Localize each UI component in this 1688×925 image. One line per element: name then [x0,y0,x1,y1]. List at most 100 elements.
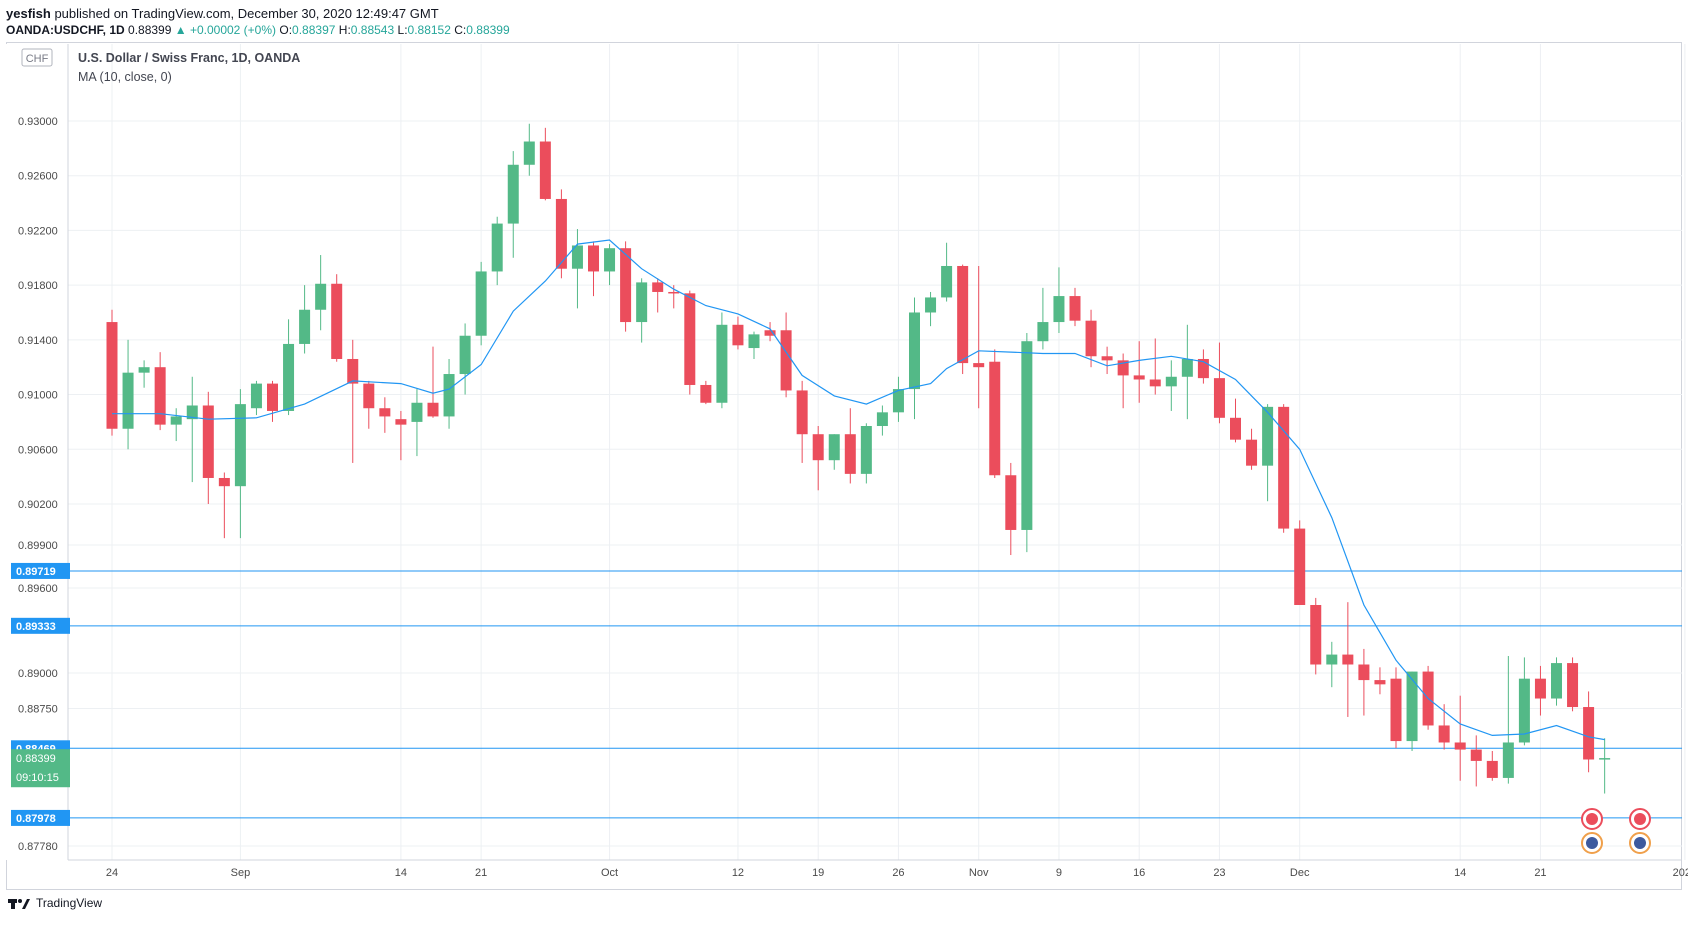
candle[interactable] [411,389,423,457]
candle[interactable] [1518,657,1530,746]
candle[interactable] [1101,346,1113,375]
candle[interactable] [1230,398,1241,443]
candle[interactable] [1374,667,1386,695]
candle[interactable] [684,290,696,395]
candle[interactable] [796,380,808,463]
candle[interactable] [1310,597,1322,675]
candle-body [315,283,327,310]
candle[interactable] [218,472,230,539]
candle[interactable] [106,309,118,436]
candle[interactable] [925,291,937,327]
candle[interactable] [1502,656,1514,784]
indicator-label[interactable]: MA (10, close, 0) [78,70,172,84]
candle[interactable] [539,127,551,201]
candle[interactable] [234,389,246,539]
candle[interactable] [491,216,503,286]
candle[interactable] [1197,349,1209,384]
candle[interactable] [1406,671,1418,751]
candle[interactable] [1390,667,1402,749]
candle[interactable] [941,242,953,302]
candle-body [732,324,744,346]
candle[interactable] [780,312,792,398]
candle[interactable] [283,319,295,416]
candle[interactable] [1567,657,1579,712]
candle[interactable] [299,285,311,354]
candle[interactable] [1005,462,1017,556]
candle[interactable] [1149,338,1161,395]
candle[interactable] [363,380,375,429]
candle[interactable] [1133,341,1145,403]
candle[interactable] [331,274,343,362]
candle[interactable] [652,278,664,313]
candle[interactable] [620,241,632,332]
event-flags[interactable] [1581,808,1651,854]
candle[interactable] [267,380,278,422]
candle[interactable] [122,339,134,450]
candle[interactable] [748,331,760,359]
candle[interactable] [443,358,455,429]
candle[interactable] [186,376,198,483]
candle[interactable] [588,241,599,297]
candle[interactable] [170,408,182,442]
candle[interactable] [1246,428,1258,470]
candle[interactable] [764,322,776,342]
candle[interactable] [250,380,262,416]
candle[interactable] [507,151,519,258]
candle[interactable] [1069,287,1081,327]
candle[interactable] [1165,360,1177,411]
candle[interactable] [844,408,856,484]
candle[interactable] [571,229,583,309]
candle[interactable] [1053,267,1065,333]
candle[interactable] [892,376,904,422]
candle[interactable] [732,316,744,350]
tradingview-logo-icon[interactable] [8,896,30,910]
candle[interactable] [202,391,214,504]
candle[interactable] [1358,648,1370,716]
candle[interactable] [1342,602,1354,717]
candle[interactable] [459,323,471,395]
candle[interactable] [716,312,728,409]
candle[interactable] [523,123,535,176]
candle[interactable] [1486,750,1498,781]
candle[interactable] [1551,657,1562,706]
candle[interactable] [1583,691,1595,773]
candle[interactable] [1294,520,1306,605]
candle[interactable] [1085,309,1097,368]
candle[interactable] [1262,404,1274,502]
candle[interactable] [1213,342,1225,424]
candle[interactable] [1181,324,1193,420]
candle[interactable] [604,244,616,286]
candle[interactable] [860,423,872,484]
author-name[interactable]: yesfish [6,6,51,21]
candle[interactable] [347,339,359,463]
candle[interactable] [1037,287,1049,350]
price-tick-label: 0.89900 [18,540,58,552]
candle[interactable] [1021,333,1033,553]
candle[interactable] [379,397,391,433]
candle[interactable] [636,278,648,343]
candle[interactable] [700,380,712,405]
candle[interactable] [1599,738,1611,794]
candle[interactable] [395,410,407,461]
candle[interactable] [315,255,327,331]
candle[interactable] [555,189,567,279]
candle[interactable] [475,261,487,346]
candle[interactable] [973,265,985,409]
candle[interactable] [1326,641,1338,688]
candle[interactable] [909,297,920,420]
footer-brand[interactable]: TradingView [36,896,103,910]
candle[interactable] [427,346,439,418]
candle[interactable] [1470,735,1482,787]
candle[interactable] [812,426,824,491]
candle[interactable] [876,405,888,436]
candle[interactable] [154,352,166,431]
candle[interactable] [989,349,1001,478]
candle[interactable] [1454,695,1466,781]
candle[interactable] [1534,665,1546,716]
candle[interactable] [957,264,969,375]
candle[interactable] [1278,404,1290,533]
candle[interactable] [1117,353,1129,409]
candle[interactable] [828,434,840,470]
candle[interactable] [138,360,150,388]
